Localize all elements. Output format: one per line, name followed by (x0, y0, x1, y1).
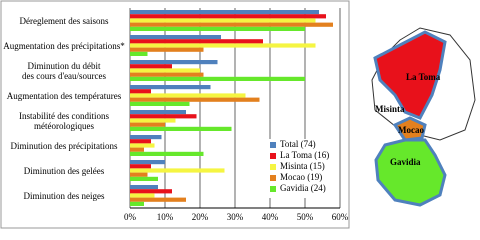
y-tick-label: Augmentation des précipitations* (3, 40, 125, 51)
legend-swatch (270, 164, 276, 170)
bar (130, 89, 151, 94)
bar (130, 135, 162, 140)
bar (130, 101, 190, 106)
legend-swatch (270, 186, 276, 192)
bar (130, 147, 144, 152)
x-tick-label: 10% (157, 212, 174, 222)
bar (130, 126, 232, 131)
bar (130, 151, 204, 156)
map: La Toma Misinta Mocao Gavidia (371, 27, 476, 207)
chart-frame (0, 0, 350, 229)
bar (130, 197, 186, 202)
bar (130, 97, 260, 102)
bar (130, 201, 144, 206)
map-region (392, 116, 427, 142)
y-tick-label: Augmentation des températures (6, 90, 122, 101)
bar (130, 143, 155, 148)
map-region (373, 30, 447, 120)
bar (130, 26, 305, 31)
bar (130, 189, 172, 194)
bar (130, 185, 158, 190)
bar (130, 22, 333, 27)
legend-swatch (270, 142, 276, 148)
legend-label: Gavidia (24) (280, 183, 326, 193)
bar (130, 51, 148, 56)
bar (130, 35, 221, 40)
bar (130, 168, 225, 173)
legend-label: Misinta (15) (280, 161, 325, 171)
y-tick-label: Diminution du débit des cours d'eau/sour… (21, 60, 107, 81)
y-tick-label: Diminution des précipitations (10, 140, 118, 151)
y-tick-label: Instabilité des conditions météorologiqu… (19, 110, 109, 131)
y-tick-label: Diminution des neiges (23, 190, 105, 201)
legend-swatch (270, 153, 276, 159)
bar (130, 110, 186, 115)
legend-label: La Toma (16) (280, 150, 329, 160)
x-tick-label: 40% (262, 212, 279, 222)
legend-label: Mocao (19) (280, 172, 322, 182)
bar (130, 64, 172, 69)
x-tick-label: 60% (332, 212, 349, 222)
x-tick-label: 30% (227, 212, 244, 222)
y-tick-label: Diminution des gelées (23, 165, 105, 176)
legend-box (266, 139, 338, 198)
bar (130, 72, 204, 77)
x-tick-label: 50% (297, 212, 314, 222)
bar (130, 93, 246, 98)
bar (130, 172, 148, 177)
map-label: Misinta (375, 104, 405, 114)
map-label: La Toma (406, 72, 441, 82)
bar (130, 68, 200, 73)
legend-label: Total (74) (280, 139, 316, 149)
bar (130, 14, 326, 19)
map-label: Mocao (398, 125, 424, 135)
map-region (374, 138, 447, 207)
bar (130, 47, 204, 52)
bar (130, 193, 155, 198)
x-tick-label: 0% (124, 212, 137, 222)
legend-swatch (270, 175, 276, 181)
bar (130, 114, 197, 119)
bar (130, 122, 165, 127)
bar (130, 160, 165, 165)
bar (130, 76, 305, 81)
bar (130, 139, 151, 144)
bar (130, 10, 319, 15)
page: La Toma Misinta Mocao Gavidia 0% 10% 20% 30… (0, 0, 476, 229)
map-label: Gavidia (390, 157, 421, 167)
bar (130, 43, 316, 48)
bar (130, 118, 176, 123)
bar (130, 18, 316, 23)
bar (130, 85, 211, 90)
bar (130, 39, 263, 44)
y-tick-label: Déreglement des saisons (19, 15, 109, 26)
bar (130, 60, 218, 65)
bar (130, 176, 158, 181)
bar (130, 164, 151, 169)
x-tick-label: 20% (192, 212, 209, 222)
chart: La Toma Misinta Mocao Gavidia 0% 10% 20% 30… (0, 0, 476, 229)
